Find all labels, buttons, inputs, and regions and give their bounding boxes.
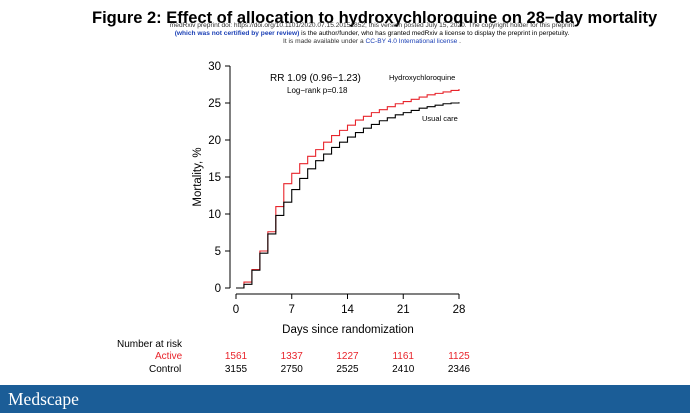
preprint-notice-line-1: medRxiv preprint doi: https://doi.org/10…: [169, 22, 575, 29]
y-tick-label: 25: [208, 98, 221, 110]
footer-bar: Medscape: [0, 385, 690, 413]
risk-value-control-day-28: 2346: [447, 364, 471, 375]
risk-row-active-label: Active: [155, 351, 183, 362]
y-axis-label: Mortality, %: [192, 147, 204, 206]
risk-row-control-label: Control: [149, 364, 182, 375]
logrank-annotation: Log−rank p=0.18: [287, 86, 348, 95]
risk-value-control-day-21: 2410: [392, 364, 415, 375]
x-tick-label: 28: [453, 304, 466, 316]
mortality-chart: 0 7 14 21 28 0 5 10 15 20 25 30 Hydroxychloroquine …: [192, 61, 465, 336]
preprint-notice-line-2: (which was not certified by peer review)…: [27, 30, 690, 38]
preprint-notice-line-3: It is made available under a CC-BY 4.0 I…: [27, 38, 690, 46]
y-tick-label: 30: [208, 61, 221, 73]
series-line-usual-care: [236, 102, 460, 289]
x-tick-label: 7: [289, 304, 295, 316]
y-tick-label: 20: [208, 135, 221, 147]
x-tick-label: 21: [397, 304, 410, 316]
y-tick-label: 5: [215, 246, 221, 258]
risk-value-active-day-21: 1161: [392, 351, 415, 362]
preprint-notice-text: is the author/funder, who has granted me…: [299, 30, 570, 37]
risk-value-control-day-14: 2525: [336, 364, 359, 375]
risk-value-active-day-14: 1227: [336, 351, 359, 362]
x-tick-label: 0: [233, 304, 239, 316]
risk-value-active-day-7: 1337: [280, 351, 303, 362]
license-prefix: It is made available under a: [282, 38, 366, 45]
risk-value-control-day-0: 3155: [224, 364, 248, 375]
y-tick-label: 15: [208, 172, 221, 184]
license-link[interactable]: CC-BY 4.0 International license: [365, 38, 458, 45]
risk-value-active-day-28: 1125: [448, 351, 470, 362]
y-tick-label: 10: [208, 209, 221, 221]
x-tick-label: 14: [341, 304, 354, 316]
chart-axes: 0 7 14 21 28 0 5 10 15 20 25 30: [208, 61, 465, 316]
legend-usual-care: Usual care: [422, 114, 458, 123]
figure-title: Figure 2: Effect of allocation to hydrox…: [92, 9, 658, 27]
rr-annotation: RR 1.09 (0.96−1.23): [270, 73, 361, 84]
legend-hydroxychloroquine: Hydroxychloroquine: [389, 73, 455, 82]
medscape-logo[interactable]: Medscape: [8, 389, 79, 409]
chart-curves: [236, 88, 460, 289]
x-axis-label: Days since randomization: [282, 324, 414, 336]
chart-legend: Hydroxychloroquine Usual care: [389, 73, 458, 123]
risk-value-active-day-0: 1561: [224, 351, 248, 362]
peer-review-note: (which was not certified by peer review): [174, 30, 300, 37]
y-tick-label: 0: [215, 283, 221, 295]
risk-value-control-day-7: 2750: [280, 364, 303, 375]
risk-table-title: Number at risk: [117, 339, 183, 350]
license-suffix: .: [457, 38, 462, 45]
